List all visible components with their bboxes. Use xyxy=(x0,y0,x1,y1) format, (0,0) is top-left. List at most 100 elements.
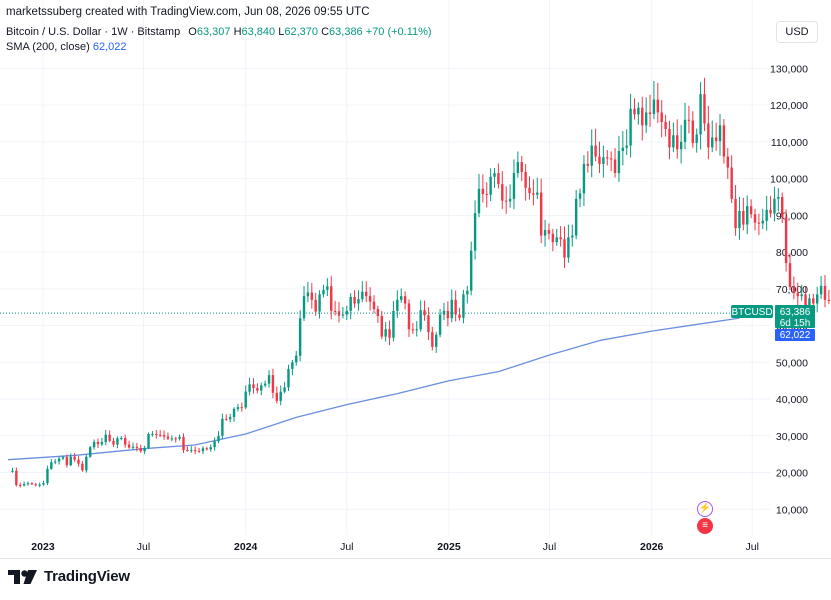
candle xyxy=(240,402,244,412)
symbol-title[interactable]: Bitcoin / U.S. Dollar · 1W · Bitstamp xyxy=(6,26,181,38)
candle xyxy=(606,149,609,166)
time-axis[interactable]: 2023 Jul 2024 Jul 2025 Jul 2026 Jul xyxy=(31,541,759,553)
candle xyxy=(823,274,827,308)
sma-title: SMA (200, close) xyxy=(6,41,90,53)
sma-value: 62,022 xyxy=(92,41,127,53)
candle xyxy=(318,290,321,319)
candle xyxy=(827,289,831,304)
candle xyxy=(781,192,784,224)
time-tick-label: 2026 xyxy=(640,541,664,553)
candle xyxy=(213,437,216,451)
price-axis-labels: BTCUSD 63,386 6d 15h 62,022 xyxy=(731,305,815,341)
candle xyxy=(403,291,407,310)
candle xyxy=(547,223,551,240)
candle xyxy=(333,300,337,316)
candle xyxy=(679,124,683,164)
candle xyxy=(722,119,726,164)
price-axis[interactable]: 10,00020,00030,00040,00050,00060,00070,0… xyxy=(770,63,808,516)
candle xyxy=(784,209,788,272)
candle xyxy=(19,482,22,488)
sma-path xyxy=(7,317,740,461)
currency-button[interactable]: USD xyxy=(776,21,818,43)
price-tick-label: 120,000 xyxy=(770,100,808,112)
candlesticks[interactable] xyxy=(11,77,831,488)
candle xyxy=(267,370,271,388)
candle xyxy=(796,282,799,306)
candle xyxy=(777,188,780,212)
candle xyxy=(217,431,220,444)
candle xyxy=(489,168,492,202)
candle xyxy=(749,199,753,219)
candle xyxy=(598,141,601,174)
sma-legend[interactable]: SMA (200, close) 62,022 xyxy=(6,41,126,53)
high-value: 63,840 xyxy=(241,26,276,38)
candle xyxy=(77,456,80,467)
candle xyxy=(201,446,205,455)
candle xyxy=(26,481,30,486)
candle xyxy=(520,156,523,181)
candle xyxy=(714,122,718,151)
candle xyxy=(306,281,310,303)
candle xyxy=(260,382,263,396)
candle xyxy=(633,98,636,120)
price-tick-label: 40,000 xyxy=(776,394,808,406)
candle xyxy=(746,195,749,235)
open-label: O xyxy=(188,26,197,38)
candle xyxy=(225,414,228,421)
tradingview-logo[interactable]: TradingView xyxy=(8,568,130,585)
candle xyxy=(57,456,61,465)
candle xyxy=(120,435,123,441)
candle xyxy=(384,322,387,342)
candle xyxy=(193,446,197,455)
candle xyxy=(761,208,764,230)
candle xyxy=(388,320,391,346)
candle xyxy=(11,467,14,473)
sma-200-line xyxy=(7,317,740,461)
candle xyxy=(446,301,450,327)
candle xyxy=(617,136,621,183)
candle xyxy=(357,290,360,311)
candle xyxy=(151,431,154,437)
time-tick-label: 2024 xyxy=(234,541,258,553)
candle xyxy=(337,301,341,323)
candle xyxy=(271,368,275,399)
lightning-icon[interactable]: ⚡ xyxy=(697,501,713,517)
price-tick-label: 10,000 xyxy=(776,504,808,516)
candle xyxy=(221,413,224,440)
candle xyxy=(330,276,333,320)
candle xyxy=(438,308,442,338)
candle xyxy=(135,442,139,452)
candle xyxy=(411,323,415,334)
candle xyxy=(466,285,469,304)
candle xyxy=(248,377,251,396)
candle xyxy=(819,275,823,299)
candle xyxy=(730,155,733,203)
candle xyxy=(567,224,570,263)
candle xyxy=(594,128,597,162)
candle xyxy=(123,434,127,448)
candle xyxy=(532,179,535,206)
candle xyxy=(263,380,267,388)
low-value: 62,370 xyxy=(284,26,319,38)
candle xyxy=(396,290,399,318)
candle xyxy=(753,208,757,231)
candle xyxy=(559,226,562,247)
candle xyxy=(256,383,259,394)
candle xyxy=(660,100,663,138)
candle xyxy=(92,439,96,450)
candle xyxy=(726,148,729,179)
last-price-tag-bg xyxy=(775,305,815,328)
candle xyxy=(539,178,543,244)
candle xyxy=(788,253,792,291)
candle xyxy=(252,378,255,394)
candle xyxy=(65,454,69,468)
candle xyxy=(574,189,578,240)
candle xyxy=(435,332,438,353)
candle xyxy=(170,435,174,442)
us-flag-icon[interactable]: ≡ xyxy=(697,518,713,534)
change-value: +70 (+0.11%) xyxy=(365,26,432,38)
candle xyxy=(322,284,325,298)
candle xyxy=(353,290,356,308)
candle xyxy=(368,287,372,311)
